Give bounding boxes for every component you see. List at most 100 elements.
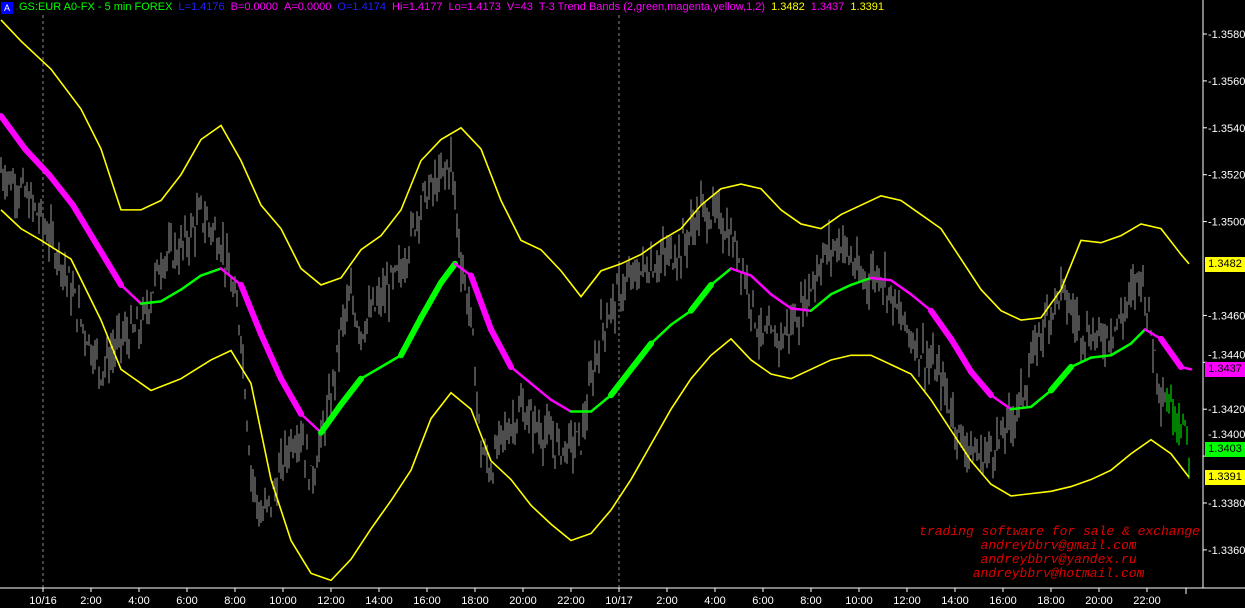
mid-band-rising-segment (709, 267, 733, 287)
mid-band-falling-segment (749, 274, 773, 296)
mid-band-rising-segment (398, 314, 424, 359)
chart-header: A GS:EUR A0-FX - 5 min FOREX L=1.4176 B=… (0, 0, 884, 15)
mid-band-rising-segment (1009, 405, 1033, 411)
low-value: Lo=1.4173 (448, 1, 501, 13)
mid-band-falling-segment (70, 202, 100, 249)
app-logo-icon[interactable]: A (1, 1, 13, 14)
indicator-lower-value: 1.3391 (850, 1, 885, 13)
mid-band-falling-segment (0, 113, 28, 152)
mid-band-rising-segment (379, 354, 403, 369)
mid-band-rising-segment (1129, 328, 1147, 345)
mid-band-falling-segment (238, 281, 264, 338)
x-tick-label: 2:00 (80, 595, 101, 607)
x-tick-label: 20:00 (1085, 595, 1113, 607)
x-tick-label: 10:00 (845, 595, 873, 607)
y-tick-label: -1.3500 (1208, 217, 1245, 229)
mid-band-rising-segment (628, 340, 654, 373)
mid-band-rising-segment (139, 300, 163, 305)
mid-band-rising-segment (1029, 389, 1053, 409)
y-tick-label: -1.3460 (1208, 310, 1245, 322)
mid-band-falling-segment (928, 307, 954, 342)
x-tick-label: 14:00 (941, 595, 969, 607)
mid-band-rising-segment (1069, 356, 1093, 369)
x-tick-label: 14:00 (365, 595, 393, 607)
mid-band-rising-segment (829, 283, 853, 296)
mid-band-rising-segment (199, 267, 223, 277)
y-tick-label: -1.3440 (1208, 349, 1245, 361)
indicator-mid-value: 1.3437 (810, 1, 845, 13)
x-tick-label: 20:00 (509, 595, 537, 607)
mid-band-price-tag: 1.3437 (1205, 362, 1245, 378)
mid-band-falling-segment (889, 278, 913, 296)
high-value: Hi=1.4177 (392, 1, 443, 13)
mid-band-falling-segment (1143, 328, 1163, 341)
x-tick-label: 16:00 (413, 595, 441, 607)
mid-band-falling-segment (789, 307, 813, 312)
x-tick-label: 4:00 (704, 595, 725, 607)
mid-band-rising-segment (608, 366, 634, 399)
x-tick-label: 18:00 (1037, 595, 1065, 607)
ask-value: A=0.0000 (284, 1, 332, 13)
upper-band-price-tag: 1.3482 (1205, 256, 1245, 272)
bid-value: B=0.0000 (230, 1, 279, 13)
mid-band-falling-segment (968, 368, 994, 399)
x-tick-label: 18:00 (461, 595, 489, 607)
mid-band-rising-segment (1109, 342, 1133, 357)
mid-band-falling-segment (299, 412, 323, 434)
x-tick-label: 16:00 (989, 595, 1017, 607)
mid-band-rising-segment (359, 365, 383, 380)
y-tick-label: -1.3400 (1208, 429, 1245, 441)
x-tick-label: 4:00 (128, 595, 149, 607)
mid-band-rising-segment (179, 274, 203, 291)
mid-band-rising-segment (809, 293, 833, 312)
mid-band-rising-segment (849, 276, 873, 287)
mid-band-rising-segment (589, 393, 613, 413)
mid-band-rising-segment (318, 401, 344, 436)
mid-band-rising-segment (1089, 354, 1113, 359)
lower-band-price-tag: 1.3391 (1205, 470, 1245, 486)
mid-band-falling-segment (258, 331, 284, 382)
mid-band-rising-segment (1048, 363, 1074, 394)
mid-band-rising-segment (338, 375, 364, 408)
x-tick-label: 22:00 (1133, 595, 1161, 607)
x-tick-label: 6:00 (176, 595, 197, 607)
x-tick-label: 2:00 (656, 595, 677, 607)
mid-band-falling-segment (909, 293, 933, 312)
x-tick-label: 10:00 (269, 595, 297, 607)
y-tick-label: -1.3380 (1208, 498, 1245, 510)
x-tick-label: 6:00 (752, 595, 773, 607)
y-tick-label: -1.3520 (1208, 170, 1245, 182)
mid-band-falling-segment (468, 272, 494, 333)
watermark-line: trading software for sale & exchange (919, 524, 1200, 539)
y-tick-label: -1.3540 (1208, 123, 1245, 135)
mid-band-falling-segment (529, 382, 553, 402)
watermark: trading software for sale & exchange and… (919, 524, 1200, 581)
mid-band-rising-segment (649, 323, 673, 345)
mid-band-falling-segment (869, 276, 893, 282)
mid-band-falling-segment (769, 293, 793, 310)
y-tick-label: -1.3560 (1208, 76, 1245, 88)
symbol-label: GS:EUR A0-FX - 5 min FOREX (19, 1, 173, 13)
mid-band-falling-segment (488, 326, 514, 370)
x-tick-label: 8:00 (800, 595, 821, 607)
mid-band-falling-segment (1179, 365, 1193, 371)
x-tick-label: 22:00 (557, 595, 585, 607)
x-tick-label: 10/16 (29, 595, 57, 607)
mid-band-falling-segment (278, 375, 304, 417)
watermark-email: andreybbrv@yandex.ru (980, 552, 1137, 567)
mid-band-falling-segment (1158, 335, 1184, 370)
x-tick-label: 12:00 (317, 595, 345, 607)
mid-band-rising-segment (438, 260, 458, 286)
mid-band-rising-segment (418, 279, 444, 321)
open-value: O=1.4174 (337, 1, 387, 13)
mid-band-rising-segment (669, 309, 693, 327)
x-tick-label: 12:00 (893, 595, 921, 607)
watermark-email: andreybbrv@gmail.com (980, 538, 1137, 553)
mid-band-falling-segment (219, 267, 243, 287)
mid-band-falling-segment (119, 283, 143, 305)
upper-band-line (0, 19, 1190, 321)
mid-band-falling-segment (549, 398, 573, 413)
watermark-email: andreybbrv@hotmail.com (972, 566, 1145, 581)
last-value: L=1.4176 (178, 1, 225, 13)
